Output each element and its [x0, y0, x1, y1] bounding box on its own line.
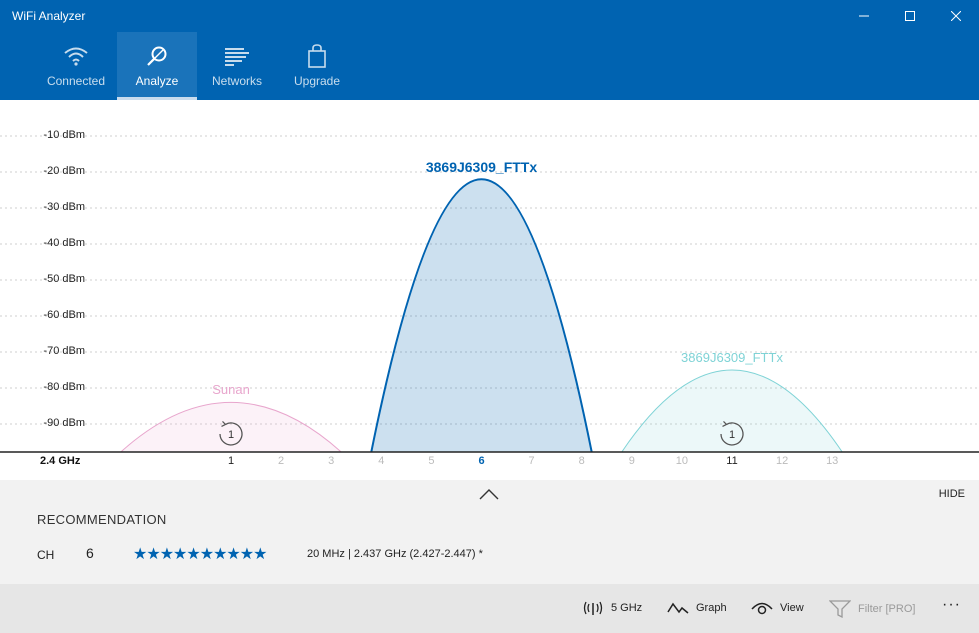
filter-label: Filter [PRO]	[858, 603, 916, 615]
channel-label: 9	[628, 455, 635, 467]
channel-key: CH	[37, 548, 55, 562]
network-curve[interactable]	[621, 369, 843, 453]
network-curve[interactable]	[370, 178, 593, 453]
nav-connected[interactable]: Connected	[36, 32, 116, 100]
recommendation-panel: HIDE RECOMMENDATION CH 6 ★★★★★★★★★★ 20 M…	[0, 480, 979, 584]
network-count-badge-label: 1	[729, 429, 735, 441]
collapse-button[interactable]	[478, 486, 500, 502]
network-label-selected[interactable]: 3869J6309_FTTx	[425, 159, 538, 176]
minimize-icon	[859, 15, 869, 17]
y-axis-label: -50 dBm	[43, 273, 85, 285]
graph-button[interactable]: Graph	[667, 600, 727, 616]
close-icon	[951, 11, 961, 21]
nav-networks[interactable]: Networks	[200, 32, 274, 100]
filter-button[interactable]: Filter [PRO]	[829, 600, 915, 618]
recommendation-title: RECOMMENDATION	[37, 512, 167, 527]
y-axis-label: -90 dBm	[43, 417, 85, 429]
hide-button[interactable]: HIDE	[938, 488, 965, 500]
y-axis-label: -70 dBm	[43, 345, 85, 357]
magnifier-icon	[146, 43, 168, 69]
channel-label: 7	[528, 455, 535, 467]
y-axis-label: -40 dBm	[43, 237, 85, 249]
network-curve[interactable]	[120, 402, 342, 453]
y-axis-label: -60 dBm	[43, 309, 85, 321]
channel-label: 6	[478, 455, 485, 467]
channel-label: 4	[378, 455, 385, 467]
chevron-up-icon	[479, 489, 499, 500]
window-title: WiFi Analyzer	[12, 9, 86, 23]
y-axis-label: -20 dBm	[43, 165, 85, 177]
rating-stars: ★★★★★★★★★★	[133, 546, 267, 563]
channel-label: 8	[578, 455, 585, 467]
maximize-icon	[905, 11, 915, 21]
y-axis-label: -80 dBm	[43, 381, 85, 393]
y-axis-label: -30 dBm	[43, 201, 85, 213]
antenna-icon	[583, 601, 603, 615]
channel-label: 13	[826, 455, 839, 467]
graph-label: Graph	[696, 602, 727, 614]
nav-upgrade[interactable]: Upgrade	[282, 32, 352, 100]
nav-upgrade-label: Upgrade	[293, 74, 341, 88]
y-axis-label: -10 dBm	[43, 129, 85, 141]
nav-networks-label: Networks	[211, 74, 262, 88]
eye-icon	[751, 602, 773, 615]
top-nav: Connected Analyze	[0, 32, 979, 100]
maximize-button[interactable]	[887, 0, 933, 32]
channel-label: 1	[227, 455, 235, 467]
nav-analyze-label: Analyze	[135, 74, 179, 88]
network-label-sunan: Sunan	[212, 382, 250, 398]
band-label: 2.4 GHz	[40, 455, 81, 467]
networks-list-icon	[224, 43, 250, 69]
close-button[interactable]	[933, 0, 979, 32]
channel-label: 3	[328, 455, 335, 467]
channel-label: 2	[278, 455, 285, 467]
band-5ghz-label: 5 GHz	[611, 602, 643, 614]
network-count-badge[interactable]: 1	[219, 421, 243, 446]
shopping-bag-icon	[307, 43, 327, 69]
more-icon[interactable]: ···	[942, 596, 961, 613]
network-count-badge-label: 1	[228, 429, 234, 441]
nav-connected-label: Connected	[46, 74, 106, 88]
title-bar: WiFi Analyzer	[0, 0, 979, 32]
wifi-icon	[63, 43, 89, 69]
network-label-ch11: 3869J6309_FTTx	[681, 350, 783, 365]
band-5ghz-button[interactable]: 5 GHz	[582, 600, 642, 616]
nav-analyze[interactable]: Analyze	[117, 32, 197, 100]
view-label: View	[780, 602, 804, 614]
view-button[interactable]: View	[751, 600, 804, 616]
minimize-button[interactable]	[841, 0, 887, 32]
channel-label: 5	[428, 455, 435, 467]
network-count-badge[interactable]: 1	[720, 421, 744, 446]
channel-label: 10	[675, 455, 689, 467]
filter-icon	[829, 600, 851, 618]
command-bar: 5 GHz Graph View Filter [PRO] ···	[0, 584, 979, 633]
channel-label: 11	[726, 455, 738, 467]
graph-icon	[667, 602, 689, 614]
recommended-channel: 6	[86, 545, 94, 561]
recommendation-info: 20 MHz | 2.437 GHz (2.427-2.447) *	[307, 548, 483, 560]
channel-label: 12	[775, 455, 789, 467]
